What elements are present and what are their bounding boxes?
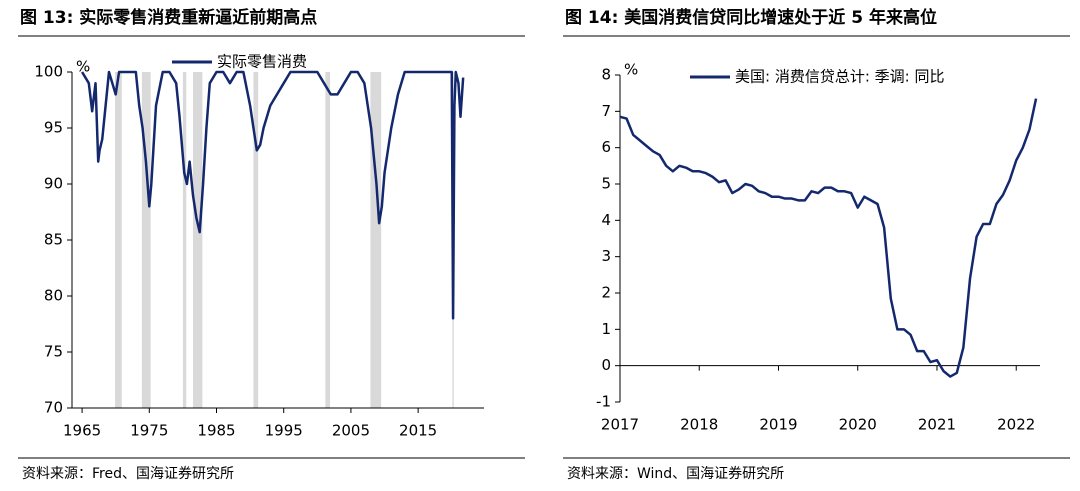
x-tick-label: 1995 xyxy=(265,422,303,440)
y-tick-label: 95 xyxy=(44,119,63,137)
series-line xyxy=(81,70,465,320)
x-tick-label: 2005 xyxy=(332,422,370,440)
x-tick-label: 1965 xyxy=(63,422,101,440)
y-tick-label: 80 xyxy=(44,287,63,305)
y-tick-label: 2 xyxy=(601,284,611,302)
shaded-range xyxy=(192,72,203,408)
y-tick-label: 1 xyxy=(601,320,611,338)
x-tick-label: 2015 xyxy=(399,422,437,440)
shaded-range xyxy=(182,72,187,408)
shaded-range xyxy=(115,72,122,408)
x-tick-label: 2018 xyxy=(680,416,718,434)
series-line xyxy=(619,98,1038,378)
y-tick-label: 7 xyxy=(601,102,611,120)
y-tick-label: 90 xyxy=(44,175,63,193)
x-tick-label: 1985 xyxy=(197,422,235,440)
shaded-range xyxy=(370,72,382,408)
y-tick-label: 8 xyxy=(601,66,611,84)
shaded-range xyxy=(253,72,259,408)
y-tick-label: 0 xyxy=(601,356,611,374)
y-tick-label: 100 xyxy=(34,63,63,81)
y-tick-label: 3 xyxy=(601,247,611,265)
chart-title: 图 14: 美国消费信贷同比增速处于近 5 年来高位 xyxy=(565,7,937,28)
y-unit: % xyxy=(76,58,90,76)
y-tick-label: 85 xyxy=(44,231,63,249)
x-tick-label: 2022 xyxy=(997,416,1035,434)
x-tick-label: 2021 xyxy=(918,416,956,434)
y-unit: % xyxy=(624,61,638,79)
y-tick-label: 6 xyxy=(601,138,611,156)
x-tick-label: 2019 xyxy=(759,416,797,434)
x-tick-label: 2020 xyxy=(839,416,877,434)
source: 资料来源：Fred、国海证券研究所 xyxy=(22,466,234,482)
shaded-range xyxy=(141,72,151,408)
y-tick-label: 75 xyxy=(44,343,63,361)
legend-label: 实际零售消费 xyxy=(217,53,307,71)
chart-title: 图 13: 实际零售消费重新逼近前期高点 xyxy=(20,7,317,28)
y-tick-label: -1 xyxy=(596,393,611,411)
source: 资料来源：Wind、国海证券研究所 xyxy=(567,466,784,482)
x-tick-label: 1975 xyxy=(130,422,168,440)
y-tick-label: 5 xyxy=(601,175,611,193)
shaded-range xyxy=(325,72,331,408)
y-tick-label: 70 xyxy=(44,399,63,417)
legend-label: 美国: 消费信贷总计: 季调: 同比 xyxy=(735,68,944,86)
y-tick-label: 4 xyxy=(601,211,611,229)
x-tick-label: 2017 xyxy=(601,416,639,434)
